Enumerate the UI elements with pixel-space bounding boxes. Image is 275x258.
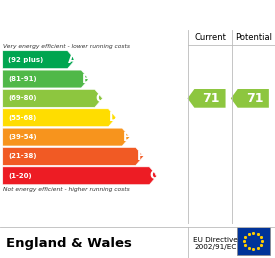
Text: (1-20): (1-20)	[8, 173, 32, 179]
Polygon shape	[188, 89, 226, 108]
Text: EU Directive
2002/91/EC: EU Directive 2002/91/EC	[193, 237, 238, 249]
Text: Potential: Potential	[235, 33, 272, 42]
Text: D: D	[109, 111, 118, 124]
Text: (81-91): (81-91)	[8, 76, 37, 82]
Text: England & Wales: England & Wales	[6, 237, 131, 249]
Text: C: C	[95, 92, 104, 105]
Text: (69-80): (69-80)	[8, 95, 37, 101]
Text: E: E	[123, 131, 131, 143]
Bar	[237, 227, 270, 255]
Polygon shape	[3, 90, 103, 107]
Text: 71: 71	[246, 92, 263, 105]
Text: F: F	[137, 150, 145, 163]
Polygon shape	[3, 167, 157, 185]
Text: Not energy efficient - higher running costs: Not energy efficient - higher running co…	[3, 187, 130, 192]
Polygon shape	[3, 70, 89, 88]
Text: G: G	[149, 169, 159, 182]
Text: B: B	[82, 72, 91, 85]
Polygon shape	[3, 109, 116, 127]
Polygon shape	[3, 128, 130, 146]
Text: Very energy efficient - lower running costs: Very energy efficient - lower running co…	[3, 44, 130, 49]
Text: (21-38): (21-38)	[8, 154, 37, 159]
Polygon shape	[3, 51, 75, 69]
Text: Current: Current	[194, 33, 226, 42]
Polygon shape	[3, 148, 144, 165]
Text: 71: 71	[202, 92, 220, 105]
Text: (39-54): (39-54)	[8, 134, 37, 140]
Text: (92 plus): (92 plus)	[8, 57, 43, 63]
Text: (55-68): (55-68)	[8, 115, 37, 121]
Text: A: A	[68, 53, 77, 66]
Text: Energy Efficiency Rating: Energy Efficiency Rating	[36, 8, 239, 23]
Polygon shape	[231, 89, 269, 108]
